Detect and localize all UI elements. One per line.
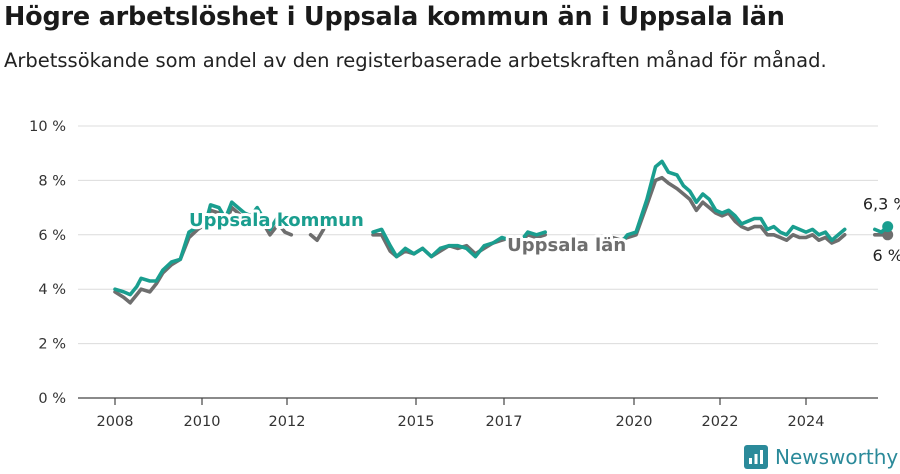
newsworthy-logo-icon [744,445,768,469]
label-uppsala-lan-halo: Uppsala län [507,235,626,256]
x-tick-label: 2012 [269,414,306,430]
y-tick-label: 6 % [38,228,66,244]
x-tick-label: 2024 [788,414,825,430]
end-point-uppsala-lan [882,229,894,241]
y-tick-label: 10 % [29,119,66,135]
brand-name: Newsworthy [775,445,899,469]
label-uppsala-kommun: Uppsala kommun [189,210,364,231]
x-axis: 2008 2010 2012 2015 2017 2020 2022 2024 [78,397,878,430]
end-label-uppsala-kommun: 6,3 % [863,195,900,214]
newsworthy-logo: Newsworthy [744,444,898,470]
y-axis: 0 % 2 % 4 % 6 % 8 % 10 % [29,119,66,407]
series-lines [113,159,894,305]
chart-title: Högre arbetslöshet i Uppsala kommun än i… [4,2,785,32]
y-tick-label: 0 % [38,391,66,407]
x-tick-label: 2017 [486,414,523,430]
y-tick-label: 4 % [38,282,66,298]
y-tick-label: 2 % [38,337,66,353]
label-uppsala-lan: Uppsala län [507,235,626,256]
series-line-uppsala-lan [308,227,326,242]
x-tick-label: 2015 [398,414,435,430]
series-line-uppsala-kommun [113,200,294,297]
series-line-uppsala-kommun [371,227,547,259]
x-tick-label: 2010 [184,414,221,430]
series-line-uppsala-kommun [610,159,847,245]
x-tick-label: 2008 [97,414,134,430]
chart-subtitle: Arbetssökande som andel av den registerb… [4,49,827,72]
end-label-uppsala-lan: 6 % [872,246,900,265]
series-line-uppsala-kommun [308,216,326,229]
gridlines [78,125,878,345]
series-line-uppsala-lan [610,175,847,245]
x-tick-label: 2022 [702,414,739,430]
y-tick-label: 8 % [38,173,66,189]
label-uppsala-kommun-halo: Uppsala kommun [189,210,364,231]
end-point-uppsala-kommun [882,221,894,233]
x-tick-label: 2020 [616,414,653,430]
